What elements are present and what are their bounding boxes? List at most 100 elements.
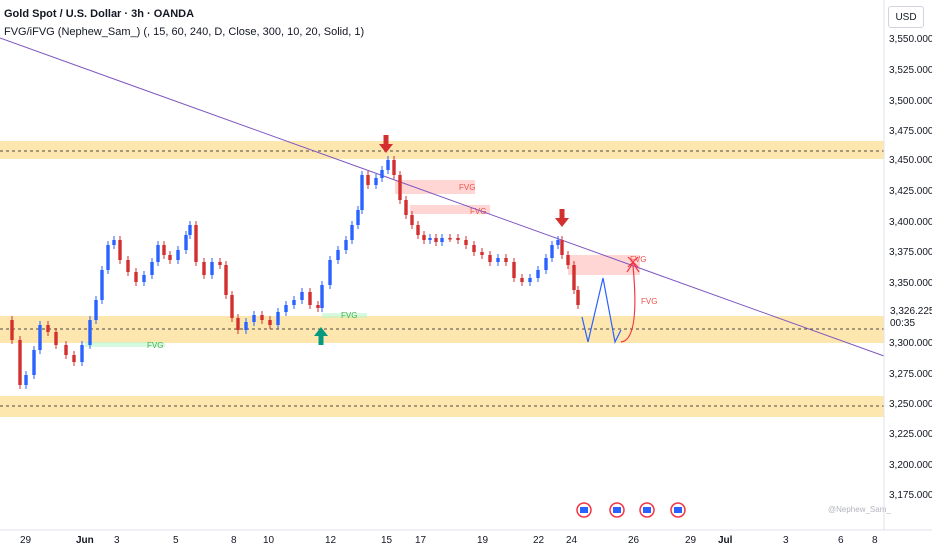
candle-body (536, 270, 540, 278)
fvg-label: FVG (641, 297, 657, 306)
candle-body (218, 262, 222, 265)
candle-body (428, 238, 432, 240)
candle-body (448, 238, 452, 240)
y-tick-label: 3,400.000 (889, 217, 932, 228)
lower-support-zone (0, 396, 884, 417)
y-tick-label: 3,475.000 (889, 126, 932, 137)
economic-event-icon[interactable] (609, 502, 625, 518)
bar-countdown: 00:35 (890, 318, 916, 329)
y-axis-labels[interactable]: 3,550.000 3,525.000 3,500.000 3,475.000 … (889, 34, 932, 501)
resistance-zone (0, 141, 884, 159)
candle-body (284, 305, 288, 312)
candle-body (572, 265, 576, 290)
candle-body (410, 215, 414, 225)
candle-body (360, 175, 364, 210)
candle-body (268, 320, 272, 325)
projection-arrowhead (626, 261, 640, 273)
candle-body (356, 210, 360, 225)
candle-body (528, 278, 532, 282)
candle-body (32, 350, 36, 375)
x-tick-label: 24 (566, 535, 578, 546)
candle-body (464, 240, 468, 245)
candle-body (416, 225, 420, 235)
x-tick-label: 10 (263, 535, 275, 546)
candle-body (94, 300, 98, 320)
candle-body (576, 290, 580, 305)
fvg-boxes (85, 180, 640, 347)
fvg-label: FVG (147, 341, 163, 350)
support-zone (0, 316, 884, 343)
candle-body (422, 235, 426, 240)
x-axis-labels[interactable]: 29 Jun 3 5 8 10 12 15 17 19 22 24 26 29 … (20, 535, 878, 546)
candle-body (392, 160, 396, 175)
candle-body (556, 240, 560, 245)
candle-body (210, 262, 214, 275)
fvg-box-bear-3 (568, 255, 640, 275)
candle-body (118, 240, 122, 260)
candle-body (72, 355, 76, 362)
fvg-box-bull-2 (322, 313, 367, 318)
zones (0, 141, 884, 417)
y-tick-label: 3,375.000 (889, 247, 932, 258)
x-tick-label: 26 (628, 535, 640, 546)
candle-body (224, 265, 228, 295)
fvg-box-bull-1 (85, 342, 165, 347)
economic-event-icon[interactable] (670, 502, 686, 518)
candle-body (236, 318, 240, 330)
candle-body (38, 325, 42, 350)
fvg-labels: FVG FVG FVG FVG FVG FVG (147, 183, 657, 350)
indicator-legend[interactable]: FVG/iFVG (Nephew_Sam_) (, 15, 60, 240, D… (4, 26, 364, 38)
candle-body (112, 240, 116, 245)
x-tick-label: Jul (718, 535, 733, 546)
candle-body (404, 200, 408, 215)
candle-body (194, 225, 198, 262)
y-tick-label: 3,500.000 (889, 96, 932, 107)
candle-body (126, 260, 130, 272)
x-tick-label: 6 (838, 535, 844, 546)
x-tick-label: Jun (76, 535, 94, 546)
candle-body (10, 320, 14, 340)
indicator-name: FVG/iFVG (Nephew_Sam_) (4, 26, 141, 38)
current-price-tag: 3,326.225 00:35 (886, 306, 932, 332)
candle-body (566, 255, 570, 265)
x-tick-label: 5 (173, 535, 179, 546)
candle-body (386, 160, 390, 170)
symbol-title[interactable]: Gold Spot / U.S. Dollar · 3h · OANDA (4, 8, 195, 20)
candle-body (544, 258, 548, 270)
candle-body (316, 305, 320, 308)
projection-path-blue (581, 277, 622, 344)
candle-body (380, 170, 384, 178)
candle-body (440, 238, 444, 242)
x-tick-label: 29 (685, 535, 697, 546)
projection-path-red (620, 265, 636, 343)
trendline[interactable] (0, 37, 885, 357)
y-tick-label: 3,250.000 (889, 399, 932, 410)
red-down-arrow-icon (379, 135, 393, 153)
candle-body (230, 295, 234, 318)
candle-body (18, 340, 22, 385)
x-tick-label: 29 (20, 535, 32, 546)
y-tick-label: 3,175.000 (889, 490, 932, 501)
author-watermark: @Nephew_Sam_ (828, 505, 891, 514)
candle-body (162, 245, 166, 255)
economic-event-icon[interactable] (576, 502, 592, 518)
candle-body (472, 245, 476, 252)
y-tick-label: 3,525.000 (889, 65, 932, 76)
red-down-arrow-icon (555, 209, 569, 227)
currency-button[interactable]: USD (888, 6, 924, 28)
candle-body (184, 235, 188, 250)
fvg-box-bear-2 (410, 205, 490, 214)
economic-event-icon[interactable] (639, 502, 655, 518)
candle-body (142, 275, 146, 282)
economic-event-icons[interactable] (576, 502, 686, 518)
x-tick-label: 19 (477, 535, 489, 546)
candle-body (550, 245, 554, 258)
candle-body (512, 262, 516, 278)
candle-body (456, 238, 460, 240)
y-tick-label: 3,350.000 (889, 278, 932, 289)
y-tick-label: 3,200.000 (889, 460, 932, 471)
y-tick-label: 3,225.000 (889, 429, 932, 440)
candle-body (560, 240, 564, 255)
